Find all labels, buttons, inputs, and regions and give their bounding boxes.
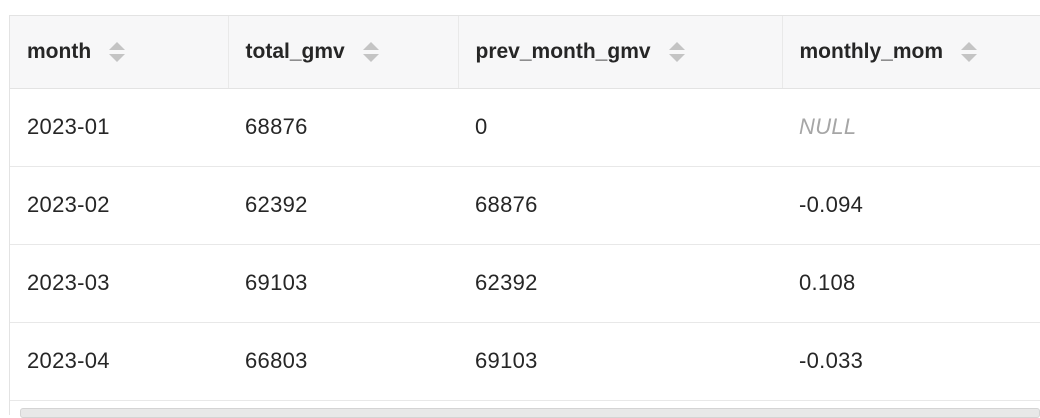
cell-prev-month-gmv: 68876 <box>458 166 782 244</box>
table-row[interactable]: 2023-04 66803 69103 -0.033 <box>10 322 1040 400</box>
sort-icon[interactable] <box>669 42 685 62</box>
cell-prev-month-gmv: 0 <box>458 88 782 166</box>
cell-total-gmv: 66803 <box>228 322 458 400</box>
column-header-total-gmv[interactable]: total_gmv <box>228 16 458 88</box>
column-header-prev-month-gmv[interactable]: prev_month_gmv <box>458 16 782 88</box>
cell-prev-month-gmv: 62392 <box>458 244 782 322</box>
cell-prev-month-gmv: 69103 <box>458 322 782 400</box>
sort-icon[interactable] <box>961 42 977 62</box>
cell-month: 2023-04 <box>10 322 228 400</box>
cell-total-gmv: 68876 <box>228 88 458 166</box>
cell-total-gmv: 69103 <box>228 244 458 322</box>
results-table: month total_gmv prev_month_gmv <box>10 16 1040 401</box>
column-header-label: total_gmv <box>246 40 345 64</box>
cell-monthly-mom: 0.108 <box>782 244 1040 322</box>
cell-month: 2023-03 <box>10 244 228 322</box>
table-body: 2023-01 68876 0 NULL 2023-02 62392 68876… <box>10 88 1040 400</box>
cell-monthly-mom: -0.094 <box>782 166 1040 244</box>
column-header-monthly-mom[interactable]: monthly_mom <box>782 16 1040 88</box>
cell-month: 2023-02 <box>10 166 228 244</box>
column-header-label: prev_month_gmv <box>476 40 651 64</box>
cell-monthly-mom: -0.033 <box>782 322 1040 400</box>
column-header-month[interactable]: month <box>10 16 228 88</box>
table-header: month total_gmv prev_month_gmv <box>10 16 1040 88</box>
sort-icon[interactable] <box>363 42 379 62</box>
results-table-container: month total_gmv prev_month_gmv <box>9 15 1040 415</box>
table-row[interactable]: 2023-02 62392 68876 -0.094 <box>10 166 1040 244</box>
table-row[interactable]: 2023-03 69103 62392 0.108 <box>10 244 1040 322</box>
table-row[interactable]: 2023-01 68876 0 NULL <box>10 88 1040 166</box>
column-header-label: month <box>27 40 91 64</box>
sort-icon[interactable] <box>109 42 125 62</box>
cell-month: 2023-01 <box>10 88 228 166</box>
cell-monthly-mom-null: NULL <box>782 88 1040 166</box>
column-header-label: monthly_mom <box>800 40 944 64</box>
header-row: month total_gmv prev_month_gmv <box>10 16 1040 88</box>
horizontal-scrollbar[interactable] <box>20 408 1040 418</box>
cell-total-gmv: 62392 <box>228 166 458 244</box>
